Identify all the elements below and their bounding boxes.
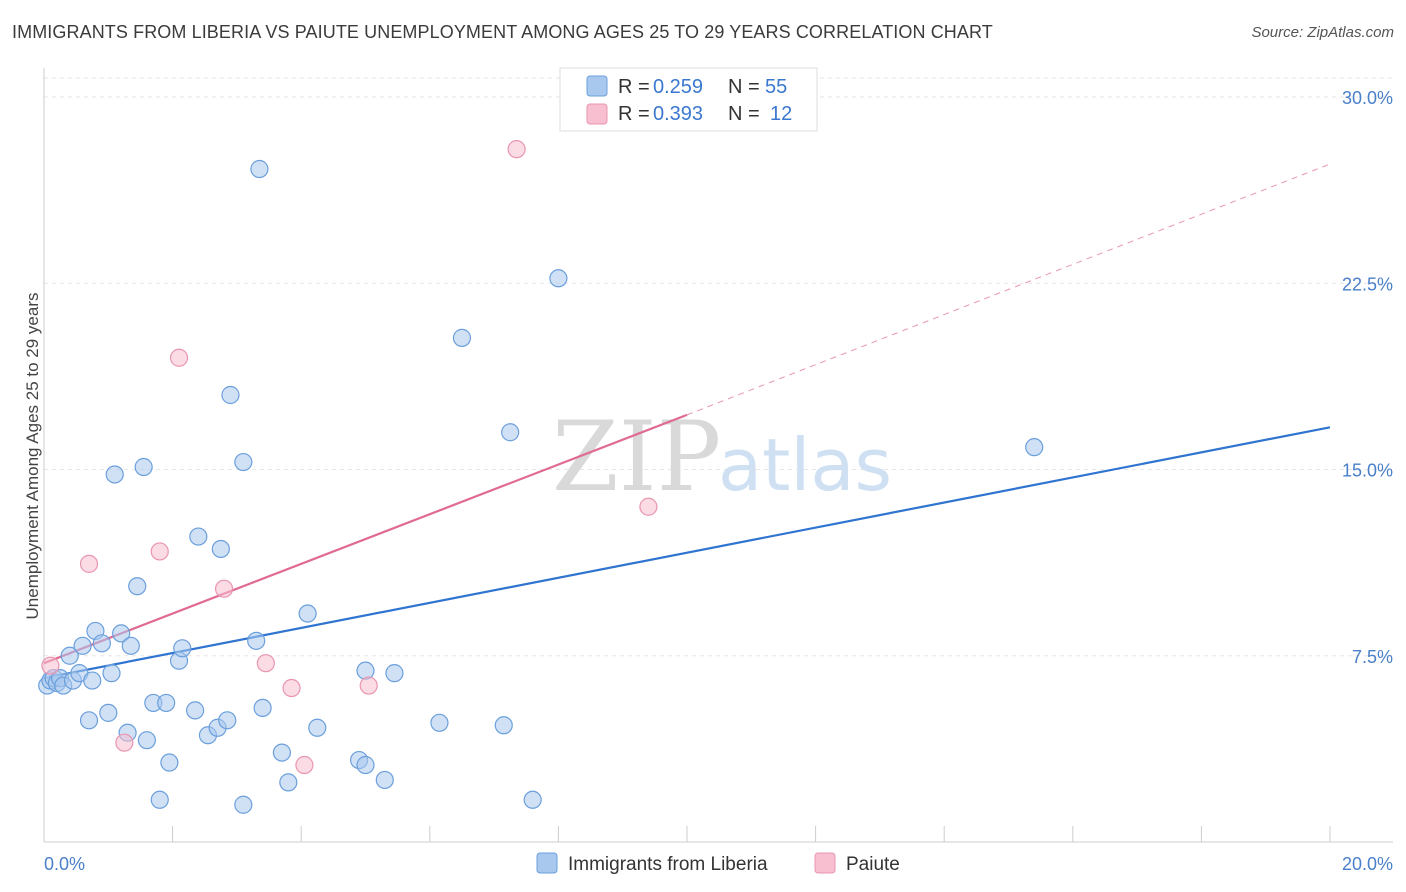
point-liberia	[128, 577, 147, 596]
watermark: ZIP atlas	[552, 401, 892, 513]
point-liberia	[211, 539, 230, 559]
point-liberia	[247, 631, 266, 650]
point-liberia	[1025, 438, 1044, 457]
point-liberia	[60, 646, 79, 665]
source-label: Source: ZipAtlas.com	[1251, 24, 1394, 41]
grid-lines	[44, 77, 1393, 657]
x-tick-label-max: 20.0%	[1342, 854, 1393, 874]
point-liberia	[112, 624, 131, 643]
point-liberia	[173, 639, 192, 658]
point-liberia	[430, 713, 449, 732]
point-liberia	[356, 661, 375, 680]
point-paiute	[639, 497, 658, 516]
point-paiute	[169, 348, 189, 367]
data-points	[38, 140, 1044, 814]
chart-title: IMMIGRANTS FROM LIBERIA VS PAIUTE UNEMPL…	[12, 22, 993, 42]
bottom-legend-swatch-liberia	[536, 852, 558, 874]
y-tick-label: 30.0%	[1342, 88, 1393, 108]
point-liberia	[157, 693, 176, 713]
legend-swatch-liberia	[586, 75, 608, 97]
point-liberia	[186, 701, 205, 720]
point-liberia	[79, 711, 99, 730]
point-liberia	[308, 718, 327, 737]
point-liberia	[356, 755, 375, 775]
legend-n-value-1: 55	[765, 76, 787, 98]
point-liberia	[234, 795, 253, 814]
point-liberia	[150, 790, 169, 809]
point-liberia	[234, 452, 253, 472]
point-liberia	[253, 698, 272, 718]
point-liberia	[279, 773, 298, 792]
trend-line-paiute	[43, 413, 688, 665]
legend-r-label-1: R =	[618, 76, 650, 98]
point-paiute	[214, 579, 234, 598]
point-liberia	[298, 604, 317, 623]
point-paiute	[115, 733, 134, 752]
point-liberia	[105, 465, 124, 484]
y-axis-label: Unemployment Among Ages 25 to 29 years	[23, 293, 42, 620]
bottom-legend-label-liberia: Immigrants from Liberia	[568, 854, 768, 875]
x-tick-label-min: 0.0%	[44, 854, 85, 874]
point-liberia	[121, 636, 140, 655]
point-liberia	[221, 385, 240, 405]
legend-swatch-paiute	[586, 103, 608, 125]
point-paiute	[41, 656, 60, 675]
point-liberia	[73, 636, 92, 655]
tick-labels: 7.5% 15.0% 22.5% 30.0% 0.0% 20.0%	[44, 88, 1393, 874]
point-paiute	[256, 654, 275, 673]
point-liberia	[83, 671, 102, 690]
legend-n-label-1: N =	[728, 76, 760, 98]
bottom-legend-label-paiute: Paiute	[846, 854, 900, 875]
point-liberia	[385, 664, 404, 683]
point-paiute	[79, 554, 99, 573]
point-liberia	[549, 269, 568, 288]
point-liberia	[494, 716, 513, 735]
point-liberia	[137, 731, 156, 750]
point-liberia	[92, 634, 111, 653]
point-liberia	[99, 703, 118, 722]
point-paiute	[150, 542, 169, 561]
point-liberia	[375, 770, 394, 790]
point-liberia	[501, 423, 520, 442]
trend-line-paiute-extension	[686, 163, 1331, 416]
legend-r-label-2: R =	[618, 103, 650, 125]
point-liberia	[189, 527, 208, 546]
point-paiute	[359, 676, 378, 695]
point-liberia	[218, 711, 237, 730]
watermark-atlas: atlas	[718, 423, 892, 507]
legend-n-value-2: 12	[770, 103, 792, 125]
y-tick-label: 15.0%	[1342, 461, 1393, 481]
legend-r-value-2: 0.393	[653, 103, 703, 125]
point-liberia	[250, 159, 269, 179]
y-tick-label: 22.5%	[1342, 274, 1393, 294]
bottom-legend-swatch-paiute	[814, 852, 836, 874]
point-liberia	[452, 328, 472, 347]
legend-r-value-1: 0.259	[653, 76, 703, 98]
point-liberia	[134, 457, 153, 477]
point-paiute	[282, 678, 301, 698]
y-tick-label: 7.5%	[1352, 647, 1393, 667]
point-paiute	[507, 140, 526, 159]
point-liberia	[272, 743, 292, 762]
bottom-legend: Immigrants from Liberia Paiute	[536, 852, 900, 875]
legend-n-label-2: N =	[728, 103, 760, 125]
point-liberia	[523, 790, 542, 809]
point-paiute	[295, 755, 314, 775]
axes	[43, 68, 1393, 843]
legend: R = 0.259 N = 55 R = 0.393 N = 12	[559, 67, 818, 132]
point-liberia	[102, 664, 121, 683]
point-liberia	[160, 753, 179, 772]
